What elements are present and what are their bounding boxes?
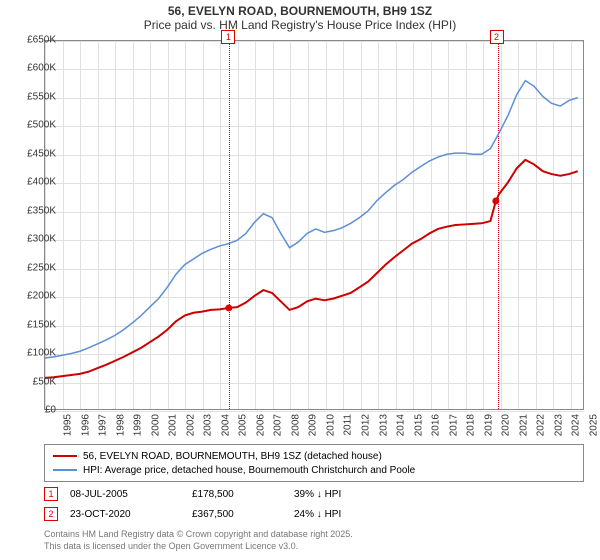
sales-date: 23-OCT-2020: [70, 509, 180, 520]
credits: Contains HM Land Registry data © Crown c…: [44, 528, 353, 552]
chart-title: 56, EVELYN ROAD, BOURNEMOUTH, BH9 1SZ: [0, 0, 600, 18]
x-tick-label: 2024: [571, 414, 582, 436]
x-tick-label: 2003: [203, 414, 214, 436]
x-tick-label: 2007: [273, 414, 284, 436]
x-tick-label: 2000: [150, 414, 161, 436]
x-tick-label: 1995: [62, 414, 73, 436]
x-tick-label: 2020: [501, 414, 512, 436]
sale-dot: [225, 304, 232, 311]
x-tick-label: 2005: [238, 414, 249, 436]
legend-swatch: [53, 455, 77, 457]
y-tick-label: £650K: [27, 35, 56, 46]
legend-label: HPI: Average price, detached house, Bour…: [83, 465, 415, 476]
y-tick-label: £600K: [27, 63, 56, 74]
plot-area: [44, 40, 584, 410]
sales-num-box: 1: [44, 487, 58, 501]
y-tick-label: £400K: [27, 177, 56, 188]
y-tick-label: £500K: [27, 120, 56, 131]
x-tick-label: 2016: [430, 414, 441, 436]
x-tick-label: 2025: [588, 414, 599, 436]
y-tick-label: £450K: [27, 148, 56, 159]
sales-date: 08-JUL-2005: [70, 489, 180, 500]
x-tick-label: 2011: [342, 414, 353, 436]
x-tick-label: 2023: [553, 414, 564, 436]
series-hpi: [45, 81, 578, 358]
x-tick-label: 1999: [132, 414, 143, 436]
sales-row: 1 08-JUL-2005 £178,500 39% ↓ HPI: [44, 484, 584, 504]
chart-container: 56, EVELYN ROAD, BOURNEMOUTH, BH9 1SZ Pr…: [0, 0, 600, 560]
y-tick-label: £200K: [27, 291, 56, 302]
x-tick-label: 2022: [536, 414, 547, 436]
y-tick-label: £50K: [33, 376, 56, 387]
x-tick-label: 1997: [97, 414, 108, 436]
x-tick-label: 2009: [308, 414, 319, 436]
sale-marker-box: 1: [221, 30, 235, 44]
sales-delta: 24% ↓ HPI: [294, 509, 394, 520]
sales-table: 1 08-JUL-2005 £178,500 39% ↓ HPI 2 23-OCT-202…: [44, 484, 584, 524]
y-tick-label: £300K: [27, 234, 56, 245]
x-tick-label: 2018: [465, 414, 476, 436]
y-tick-label: £150K: [27, 319, 56, 330]
x-tick-label: 1998: [115, 414, 126, 436]
legend-swatch: [53, 469, 77, 471]
x-tick-label: 2004: [220, 414, 231, 436]
x-tick-label: 2015: [413, 414, 424, 436]
y-tick-label: £0: [45, 405, 56, 416]
x-tick-label: 2012: [360, 414, 371, 436]
sales-price: £178,500: [192, 489, 282, 500]
y-tick-label: £100K: [27, 348, 56, 359]
y-tick-label: £250K: [27, 262, 56, 273]
legend-row: 56, EVELYN ROAD, BOURNEMOUTH, BH9 1SZ (d…: [53, 449, 575, 463]
legend: 56, EVELYN ROAD, BOURNEMOUTH, BH9 1SZ (d…: [44, 444, 584, 482]
legend-row: HPI: Average price, detached house, Bour…: [53, 463, 575, 477]
y-tick-label: £350K: [27, 205, 56, 216]
x-tick-label: 2006: [255, 414, 266, 436]
series-price_paid: [45, 160, 578, 378]
credits-line1: Contains HM Land Registry data © Crown c…: [44, 528, 353, 540]
sale-dot: [492, 197, 499, 204]
chart-subtitle: Price paid vs. HM Land Registry's House …: [0, 18, 600, 32]
x-tick-label: 2013: [378, 414, 389, 436]
legend-label: 56, EVELYN ROAD, BOURNEMOUTH, BH9 1SZ (d…: [83, 451, 382, 462]
x-tick-label: 2010: [325, 414, 336, 436]
sales-row: 2 23-OCT-2020 £367,500 24% ↓ HPI: [44, 504, 584, 524]
y-tick-label: £550K: [27, 91, 56, 102]
sales-price: £367,500: [192, 509, 282, 520]
sales-num-box: 2: [44, 507, 58, 521]
x-tick-label: 2014: [395, 414, 406, 436]
x-tick-label: 2002: [185, 414, 196, 436]
x-tick-label: 2021: [518, 414, 529, 436]
x-tick-label: 2001: [167, 414, 178, 436]
sales-delta: 39% ↓ HPI: [294, 489, 394, 500]
sale-marker-box: 2: [490, 30, 504, 44]
credits-line2: This data is licensed under the Open Gov…: [44, 540, 353, 552]
x-tick-label: 2019: [483, 414, 494, 436]
x-tick-label: 2008: [290, 414, 301, 436]
x-tick-label: 2017: [448, 414, 459, 436]
x-tick-label: 1996: [80, 414, 91, 436]
